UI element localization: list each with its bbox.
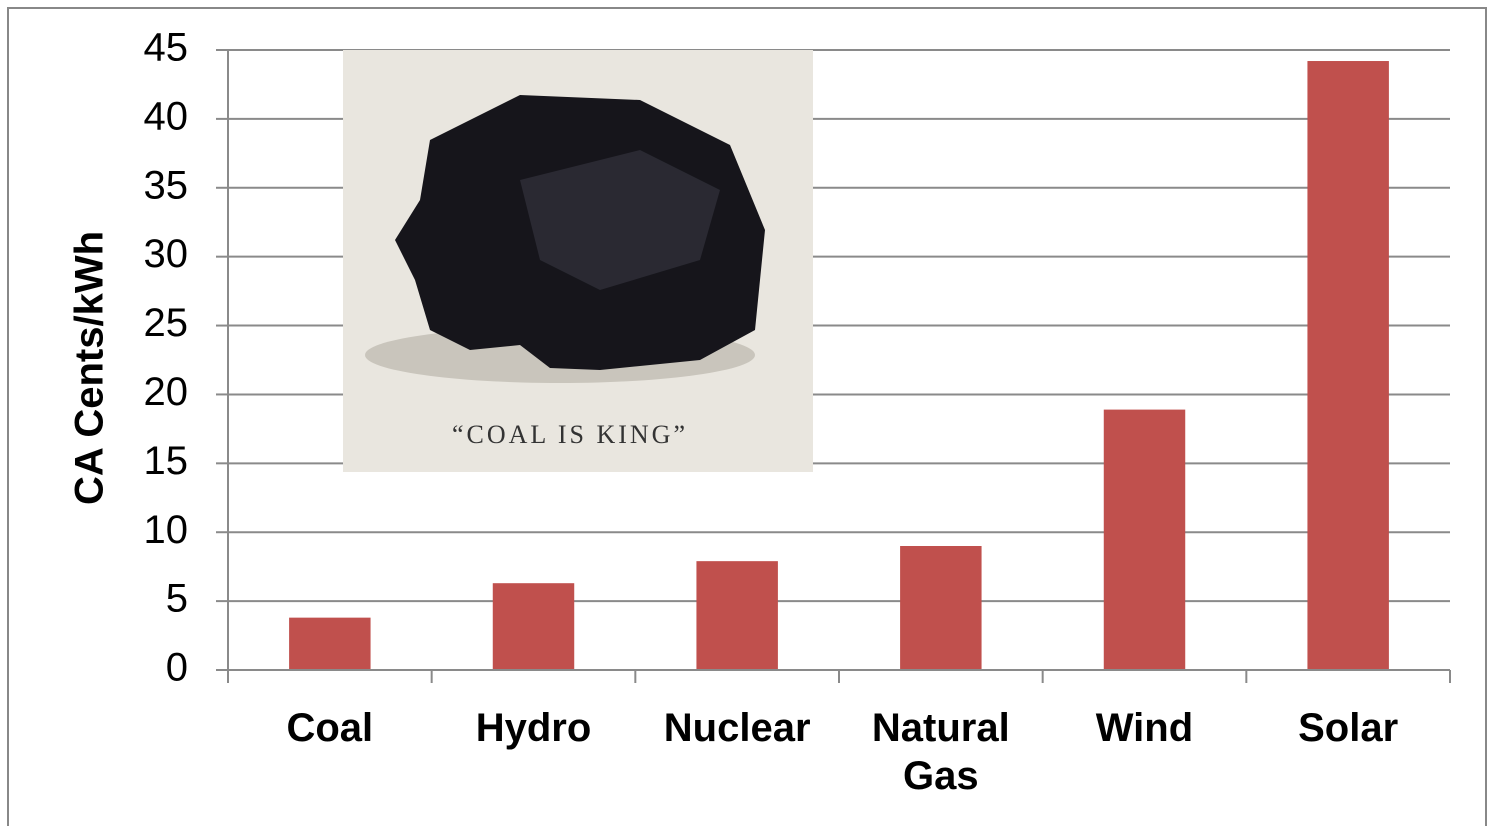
y-tick-label: 15 <box>144 439 189 483</box>
y-tick-label: 20 <box>144 370 189 414</box>
y-tick-label: 5 <box>166 577 188 621</box>
bar <box>289 617 371 670</box>
coal-highlight <box>520 150 720 290</box>
x-tick-label: Solar <box>1298 706 1399 750</box>
bar <box>900 546 982 670</box>
y-tick-label: 10 <box>144 508 189 552</box>
y-tick-label: 40 <box>144 94 189 138</box>
x-tick-label: Wind <box>1095 706 1194 750</box>
x-tick-label: Natural Gas <box>871 706 1010 798</box>
y-tick-label: 45 <box>144 26 189 70</box>
bar <box>696 561 778 670</box>
x-tick-label: Hydro <box>475 706 592 750</box>
bar <box>1103 409 1186 670</box>
y-tick-label: 0 <box>166 646 188 690</box>
y-tick-label: 25 <box>144 301 189 345</box>
x-tick-label: Coal <box>286 706 374 750</box>
y-axis-title: CA Cents/kWh <box>68 231 112 505</box>
bar <box>492 583 575 670</box>
inset-caption: “COAL IS KING” <box>452 420 688 449</box>
x-tick-label: Nuclear <box>663 706 811 750</box>
bar <box>1307 61 1389 671</box>
y-tick-label: 35 <box>144 163 189 207</box>
inset-image: “COAL IS KING” <box>343 50 813 472</box>
y-tick-label: 30 <box>144 232 189 276</box>
